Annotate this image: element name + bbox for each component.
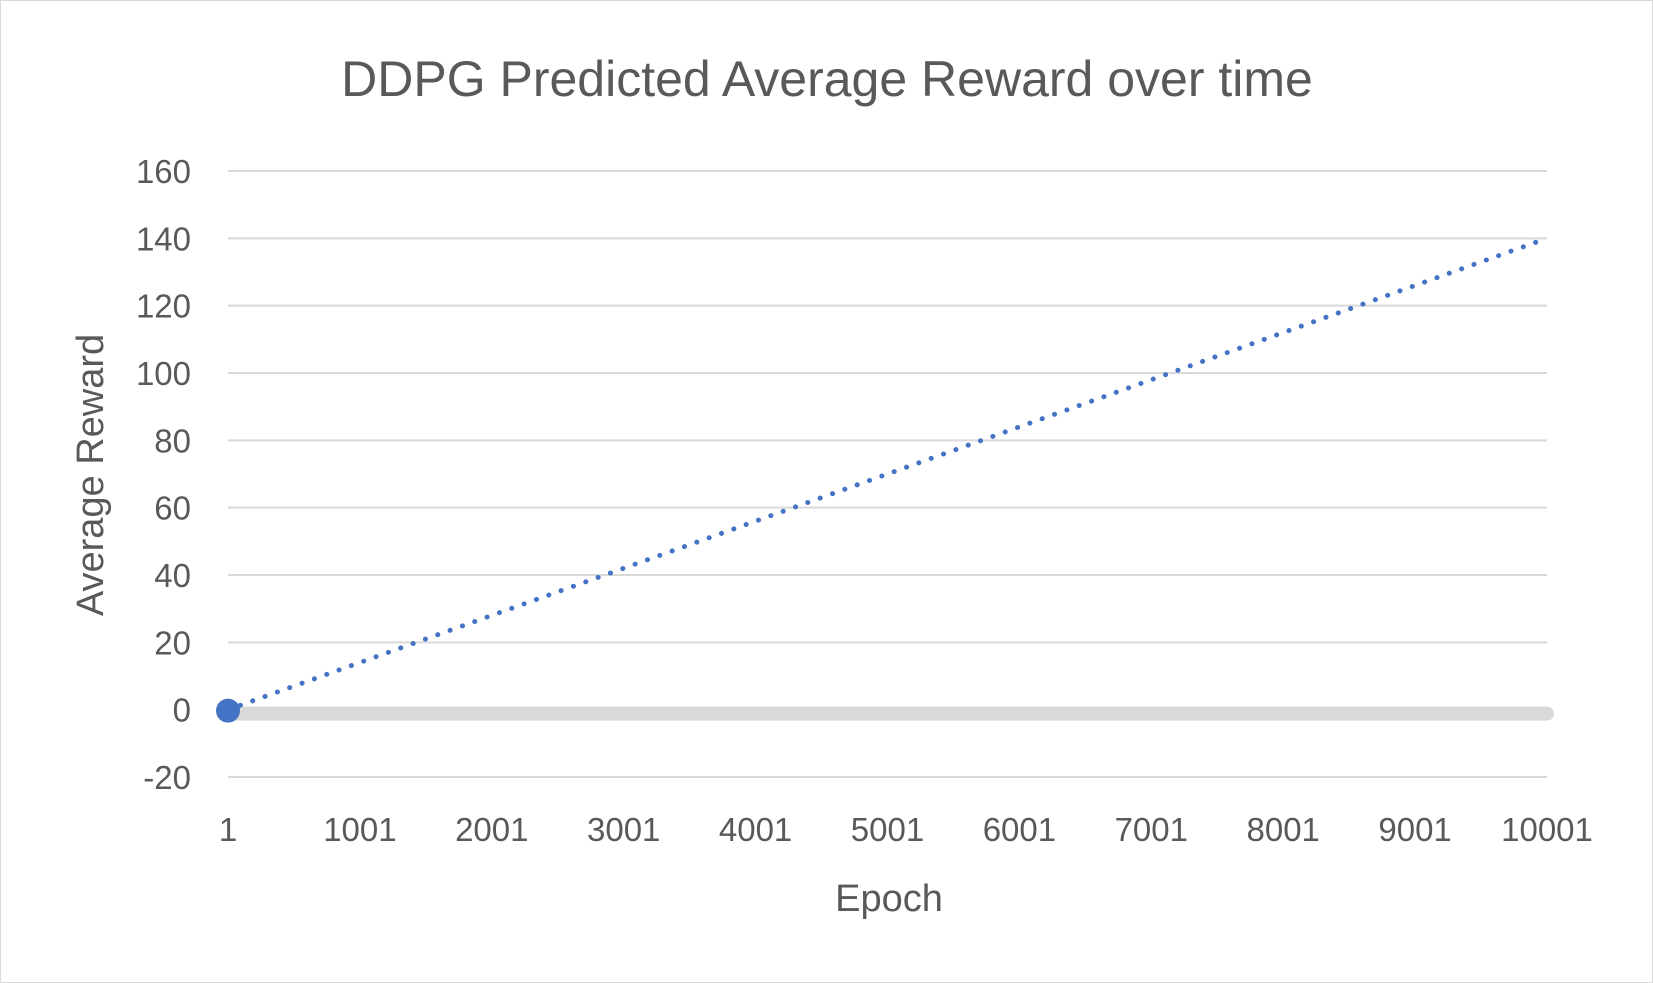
y-axis-title: Average Reward	[70, 334, 112, 616]
y-tick-label: 20	[154, 624, 191, 661]
y-tick-label: 0	[173, 692, 191, 729]
y-tick-label: 100	[136, 355, 191, 392]
trendline-path	[225, 235, 1550, 713]
x-tick-label: 7001	[1115, 811, 1188, 848]
y-tick-label: 160	[136, 153, 191, 190]
series-markers	[216, 698, 240, 723]
x-tick-label: 4001	[719, 811, 792, 848]
x-tick-label: 10001	[1501, 811, 1593, 848]
x-tick-label: 8001	[1246, 811, 1319, 848]
x-tick-label: 5001	[851, 811, 924, 848]
dotted-trendline	[225, 235, 1550, 713]
x-tick-label: 3001	[587, 811, 660, 848]
x-tick-label: 2001	[455, 811, 528, 848]
data-point-marker	[216, 698, 240, 723]
y-tick-label: 40	[154, 557, 191, 594]
y-tick-label: 60	[154, 490, 191, 527]
x-tick-label: 1	[219, 811, 237, 848]
y-tick-label: -20	[143, 759, 191, 796]
x-axis-tick-labels: 1 1001 2001 3001 4001 5001 6001 7001 8001 9001 100…	[219, 811, 1593, 848]
x-tick-label: 9001	[1378, 811, 1451, 848]
y-axis-tick-labels: -20 0 20 40 60 80 100 120 140 160	[136, 153, 191, 796]
y-tick-label: 80	[154, 422, 191, 459]
y-tick-label: 120	[136, 288, 191, 325]
x-tick-label: 6001	[983, 811, 1056, 848]
x-axis-title: Epoch	[835, 878, 943, 920]
y-tick-label: 140	[136, 220, 191, 257]
chart-title: DDPG Predicted Average Reward over time	[341, 51, 1313, 107]
x-tick-label: 1001	[323, 811, 396, 848]
